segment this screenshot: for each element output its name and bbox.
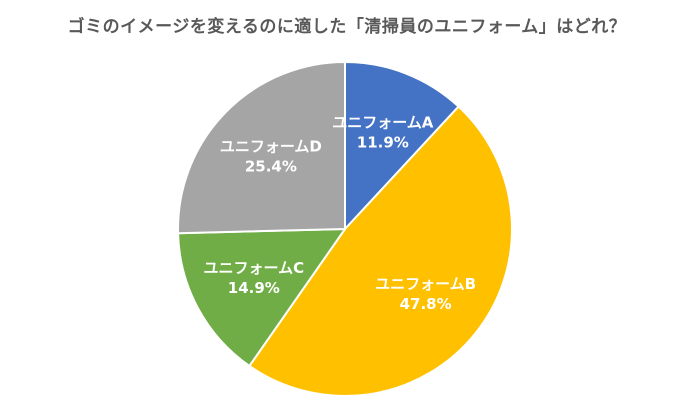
slice-category-label: ユニフォームC [204, 259, 305, 277]
slice-value-label: 11.9% [357, 134, 409, 152]
pie-slices [177, 60, 513, 397]
pie-slice-4 [177, 60, 346, 235]
chart-title: ゴミのイメージを変えるのに適した「清掃員のユニフォーム」はどれ？ [67, 17, 627, 37]
slice-value-label: 47.8% [400, 295, 452, 313]
slice-value-label: 25.4% [245, 158, 297, 176]
pie-slice-1 [344, 60, 460, 232]
pie-slice-3 [177, 227, 347, 368]
slice-value-label: 14.9% [228, 279, 280, 297]
slice-category-label: ユニフォームB [375, 275, 476, 293]
slice-category-label: ユニフォームA [332, 114, 434, 132]
pie-slice-2 [248, 105, 513, 397]
slice-category-label: ユニフォームD [220, 138, 322, 156]
pie-labels: ユニフォームA 11.9% ユニフォームB 47.8% ユニフォームC 14.9% ユニフォ… [204, 114, 477, 313]
